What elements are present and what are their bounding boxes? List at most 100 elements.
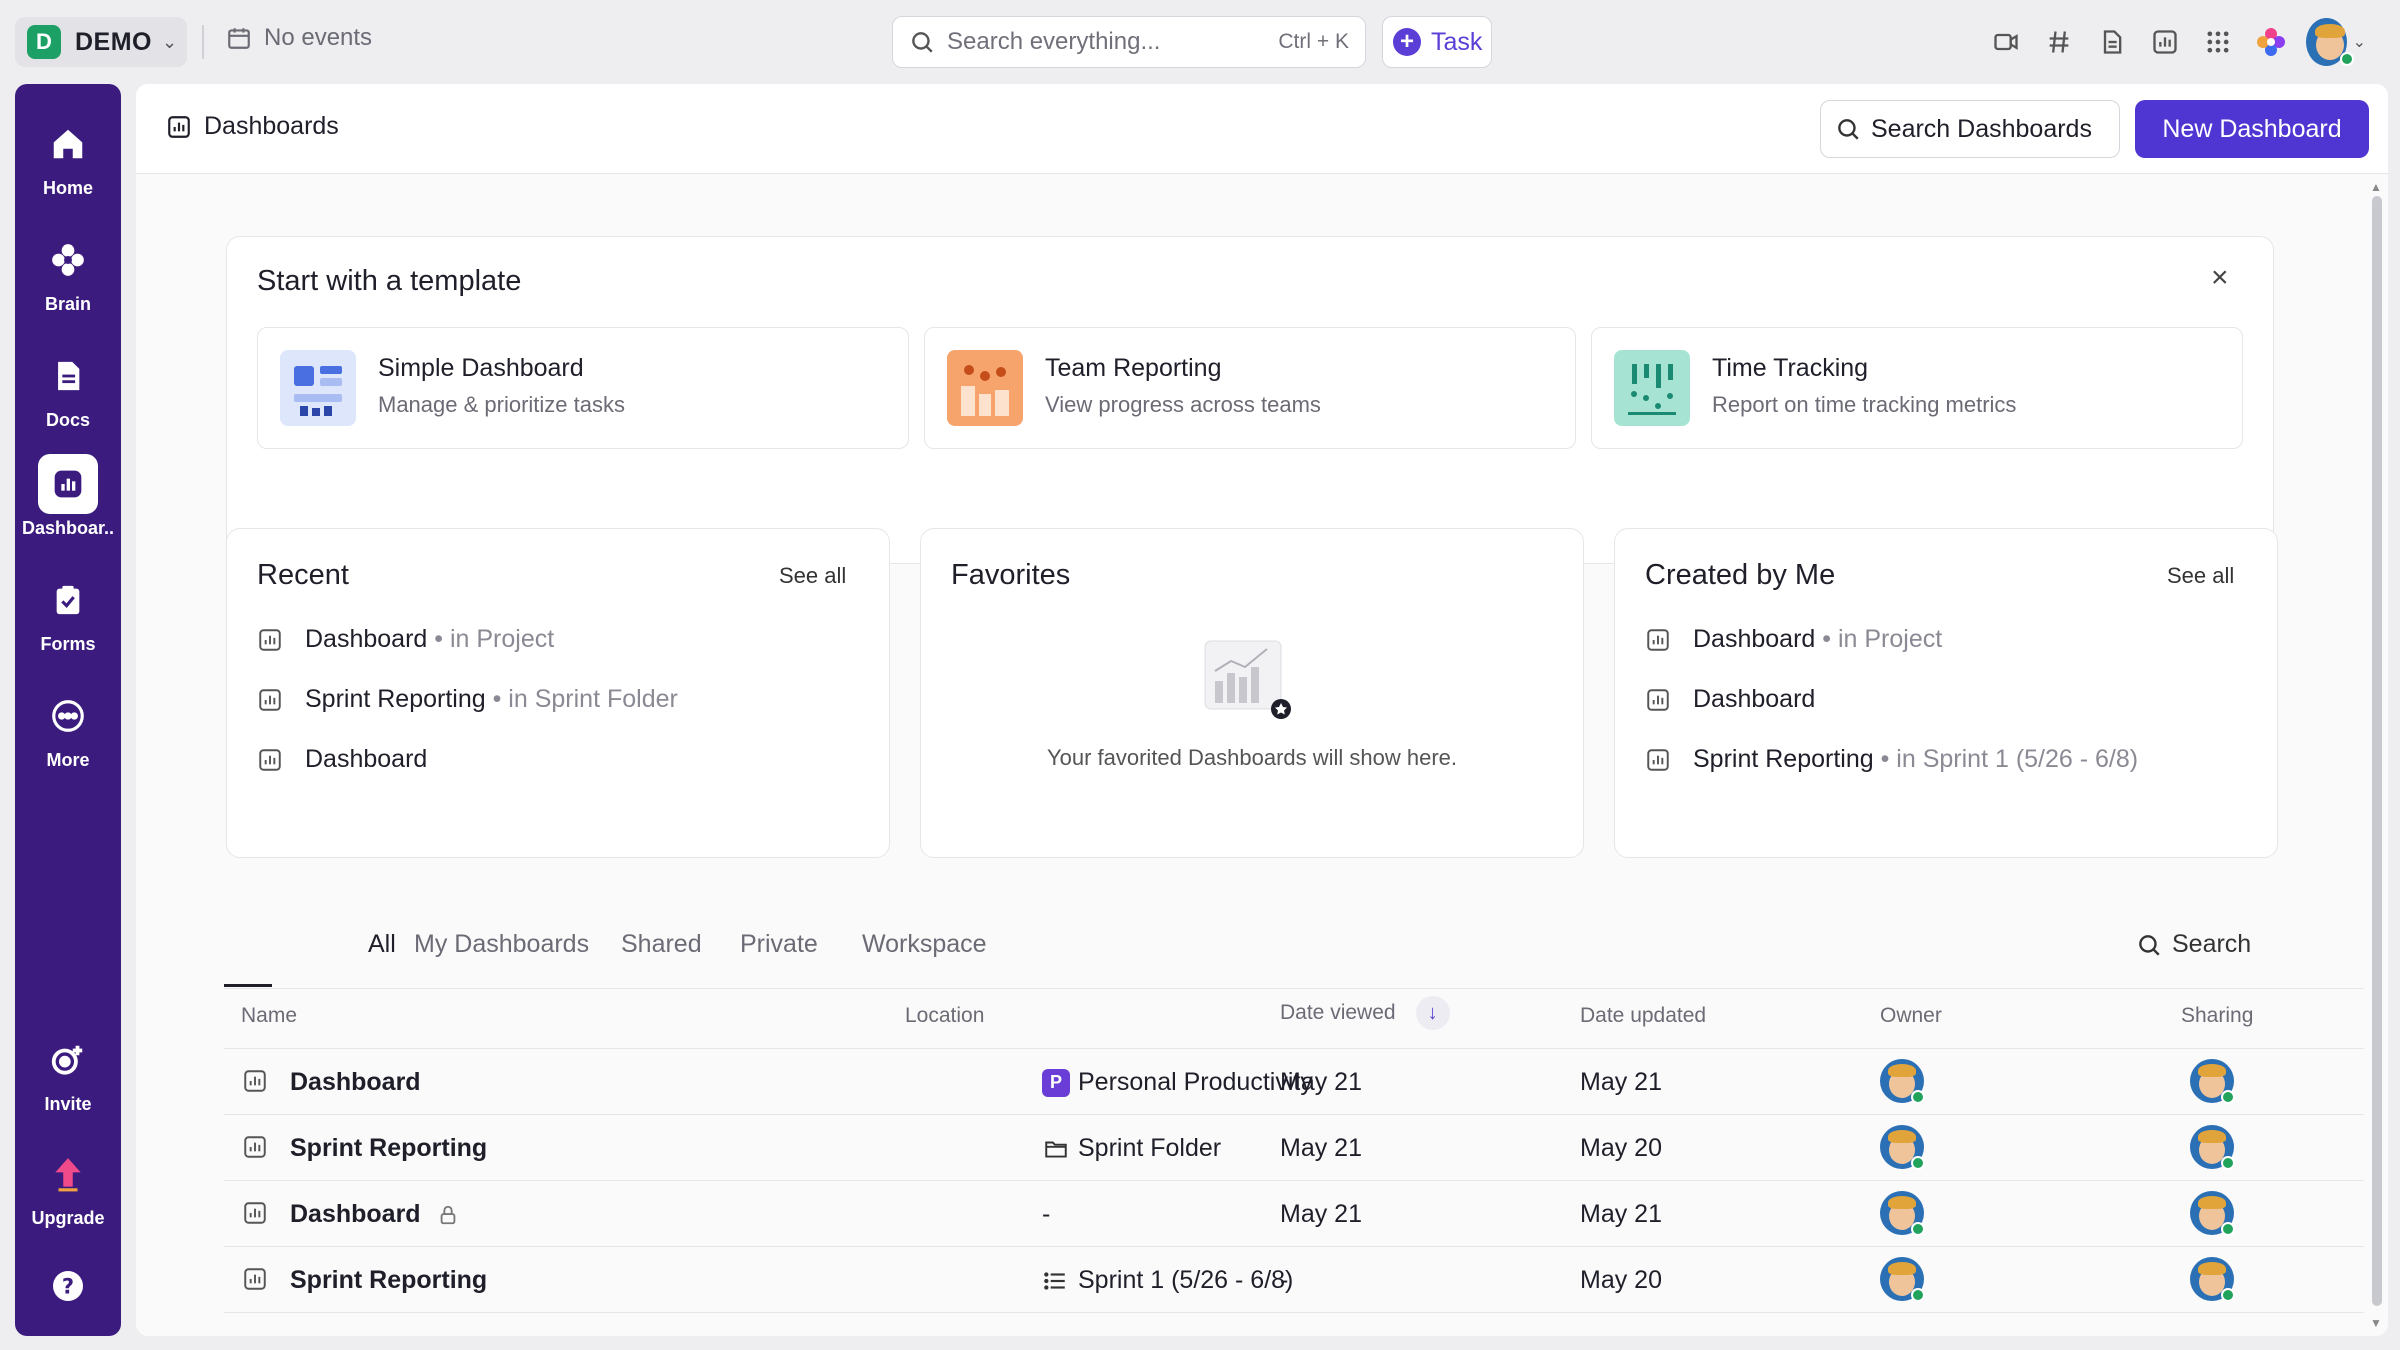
created-see-all-link[interactable]: See all <box>2167 563 2235 588</box>
help-icon: ? <box>38 1256 98 1316</box>
item-name: Sprint Reporting <box>1693 745 1874 773</box>
row-sharing-avatar[interactable] <box>2190 1059 2235 1104</box>
row-dashboard-icon <box>242 1266 268 1292</box>
row-date-viewed: May 21 <box>1280 1068 1362 1096</box>
column-header-date-updated[interactable]: Date updated <box>1580 1004 1707 1027</box>
tab-all[interactable]: All <box>368 930 396 958</box>
column-header-name[interactable]: Name <box>241 1004 298 1027</box>
new-dashboard-button[interactable]: New Dashboard <box>2135 100 2369 158</box>
search-dashboards-button[interactable]: Search Dashboards <box>1820 100 2120 158</box>
video-record-icon[interactable] <box>1988 24 2024 60</box>
recent-item[interactable]: Sprint Reporting • in Sprint Folder <box>257 685 678 714</box>
user-menu[interactable]: ⌄ <box>2306 18 2366 66</box>
recent-see-all-link[interactable]: See all <box>779 563 847 588</box>
rail-item-brain[interactable]: Brain <box>15 230 121 315</box>
close-icon[interactable]: × <box>2211 261 2229 294</box>
row-location[interactable]: Sprint 1 (5/26 - 6/8) <box>1042 1266 1293 1295</box>
rail-item-home[interactable]: Home <box>15 114 121 199</box>
template-simple-dashboard[interactable]: Simple Dashboard Manage & prioritize tas… <box>257 327 909 449</box>
tab-private[interactable]: Private <box>740 930 818 958</box>
chevron-down-icon: ⌄ <box>162 31 178 52</box>
item-name: Dashboard <box>305 625 428 653</box>
created-item[interactable]: Sprint Reporting • in Sprint 1 (5/26 - 6… <box>1645 745 2138 774</box>
invite-button[interactable]: Invite <box>15 1030 121 1115</box>
ai-brain-icon[interactable] <box>2253 24 2289 60</box>
template-name: Simple Dashboard <box>378 354 584 382</box>
column-header-location[interactable]: Location <box>905 1004 985 1027</box>
rail-item-dashboards[interactable]: Dashboar.. <box>15 454 121 539</box>
scroll-down-icon[interactable]: ▼ <box>2370 1316 2382 1330</box>
events-indicator[interactable]: No events <box>226 24 372 52</box>
global-search-input[interactable]: Search everything... Ctrl + K <box>892 16 1366 68</box>
row-location[interactable]: Sprint Folder <box>1042 1134 1221 1163</box>
column-header-date-viewed[interactable]: Date viewed ↓ <box>1280 996 1450 1030</box>
table-row[interactable]: Sprint Reporting Sprint 1 (5/26 - 6/8) -… <box>224 1247 2364 1313</box>
vertical-scrollbar[interactable]: ▲ ▼ <box>2368 180 2384 1330</box>
created-item[interactable]: Dashboard • in Project <box>1645 625 1942 654</box>
invite-user-icon <box>38 1030 98 1090</box>
rail-item-more[interactable]: More <box>15 686 121 771</box>
dashboard-icon <box>259 748 281 771</box>
row-owner-avatar[interactable] <box>1880 1125 1925 1170</box>
created-item[interactable]: Dashboard <box>1645 685 1815 714</box>
dashboard-chart-icon[interactable] <box>2147 24 2183 60</box>
sort-down-arrow-icon[interactable]: ↓ <box>1415 996 1450 1030</box>
table-row[interactable]: Sprint Reporting Sprint Folder May 21 Ma… <box>224 1115 2364 1181</box>
upgrade-arrow-icon <box>38 1144 98 1204</box>
workspace-switcher[interactable]: D DEMO ⌄ <box>15 17 187 67</box>
folder-icon <box>1045 1141 1067 1158</box>
item-location: • in Sprint 1 (5/26 - 6/8) <box>1880 745 2139 773</box>
rail-label: Docs <box>45 410 90 430</box>
row-owner-avatar[interactable] <box>1880 1257 1925 1302</box>
row-name[interactable]: Sprint Reporting <box>290 1134 488 1162</box>
page-title: Dashboards <box>166 112 339 141</box>
rail-item-docs[interactable]: Docs <box>15 346 121 431</box>
recent-item[interactable]: Dashboard <box>257 745 427 774</box>
recent-item[interactable]: Dashboard • in Project <box>257 625 554 654</box>
row-sharing-avatar[interactable] <box>2190 1125 2235 1170</box>
table-search-button[interactable]: Search <box>2136 930 2251 959</box>
rail-item-forms[interactable]: Forms <box>15 570 121 655</box>
table-row[interactable]: Dashboard - May 21 May 21 <box>224 1181 2364 1247</box>
rail-label: Forms <box>40 634 96 654</box>
table-row[interactable]: Dashboard P Personal Productivity May 21… <box>224 1049 2364 1115</box>
tab-my-dashboards[interactable]: My Dashboards <box>414 930 590 958</box>
row-dashboard-icon <box>242 1200 268 1226</box>
new-task-button[interactable]: + Task <box>1382 16 1492 68</box>
column-header-owner[interactable]: Owner <box>1880 1004 1942 1027</box>
docs-icon <box>38 346 98 406</box>
hashtag-icon[interactable] <box>2041 24 2077 60</box>
row-location[interactable]: P Personal Productivity <box>1042 1068 1313 1097</box>
task-label: Task <box>1431 27 1483 56</box>
template-name: Time Tracking <box>1712 354 1869 382</box>
location-text: Personal Productivity <box>1078 1068 1313 1096</box>
dashboard-icon <box>1647 688 1669 711</box>
apps-grid-icon[interactable] <box>2200 24 2236 60</box>
row-name[interactable]: Dashboard <box>290 1068 421 1096</box>
upgrade-button[interactable]: Upgrade <box>15 1144 121 1229</box>
dashboard-icon <box>1647 748 1669 771</box>
home-icon <box>38 114 98 174</box>
row-date-viewed: May 21 <box>1280 1134 1362 1162</box>
row-owner-avatar[interactable] <box>1880 1191 1925 1236</box>
document-icon[interactable] <box>2094 24 2130 60</box>
help-button[interactable]: ? <box>15 1256 121 1316</box>
column-header-sharing[interactable]: Sharing <box>2181 1004 2254 1027</box>
row-owner-avatar[interactable] <box>1880 1059 1925 1104</box>
events-label: No events <box>264 24 373 51</box>
top-toolbar-icons: ⌄ <box>1988 18 2383 66</box>
row-name-cell[interactable]: Dashboard <box>290 1200 459 1229</box>
template-time-tracking[interactable]: Time Tracking Report on time tracking me… <box>1591 327 2243 449</box>
scrollbar-thumb[interactable] <box>2372 196 2382 1306</box>
template-team-reporting[interactable]: Team Reporting View progress across team… <box>924 327 1576 449</box>
plus-icon: + <box>1393 28 1421 56</box>
tab-shared[interactable]: Shared <box>621 930 702 958</box>
space-badge: P <box>1042 1068 1070 1097</box>
favorites-empty-text: Your favorited Dashboards will show here… <box>1046 745 1458 770</box>
row-name[interactable]: Sprint Reporting <box>290 1266 488 1294</box>
row-sharing-avatar[interactable] <box>2190 1257 2235 1302</box>
tab-workspace[interactable]: Workspace <box>862 930 987 958</box>
scroll-up-icon[interactable]: ▲ <box>2370 180 2382 194</box>
rail-label: More <box>46 750 90 770</box>
row-sharing-avatar[interactable] <box>2190 1191 2235 1236</box>
